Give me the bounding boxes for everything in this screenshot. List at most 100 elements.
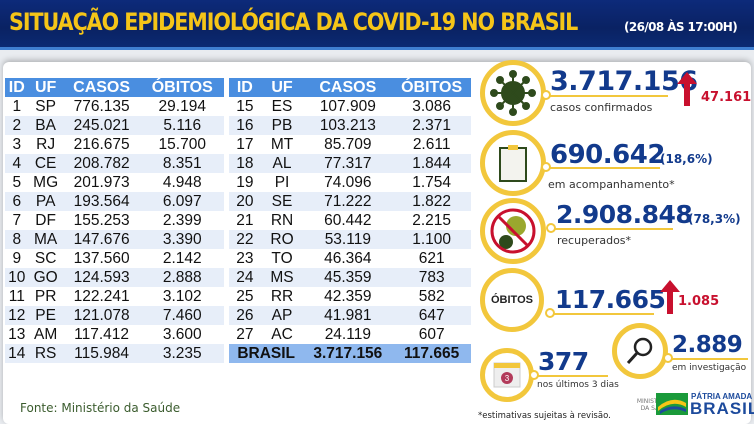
table-cell: 3.390 [140, 230, 224, 249]
total-deaths: 117.665 [392, 344, 471, 363]
table-cell: 29.194 [158, 98, 206, 115]
table-cell: MA [28, 230, 63, 249]
table-cell: 13 [8, 326, 26, 343]
table-cell: MG [33, 174, 59, 191]
investigation-label: em investigação [672, 363, 747, 373]
table-cell: 6.097 [140, 192, 224, 211]
table-cell: 216.675 [73, 136, 130, 153]
table-cell: 5.116 [140, 116, 224, 135]
table-cell: DF [35, 212, 56, 229]
magnifier-icon [612, 323, 668, 379]
calendar-icon: 3 [480, 348, 534, 402]
table-cell: PB [260, 116, 304, 135]
table-row: 9 SC 137.560 2.142 [5, 249, 224, 268]
table-row: 19 PI 74.096 1.754 [229, 173, 471, 192]
table-cell: 582 [418, 288, 445, 305]
table-row: 11 PR 122.241 3.102 [5, 287, 224, 306]
table-cell: 3.102 [162, 288, 202, 305]
table-row: 5 MG 201.973 4.948 [5, 173, 224, 192]
table-row: 20 SE 71.222 1.822 [229, 192, 471, 211]
table-header-row: ID UF CASOS ÓBITOS [229, 78, 471, 97]
table-cell: 5 [12, 174, 22, 191]
states-table-right: ID UF CASOS ÓBITOS 15 ES 107.909 3.086 16 PB 103.2… [229, 78, 471, 363]
slogan-top: PÁTRIA AMADA [691, 392, 753, 401]
table-row: 22 RO 53.119 1.100 [229, 230, 471, 249]
table-cell: 621 [418, 250, 445, 267]
page-title: SITUAÇÃO EPIDEMIOLÓGICA DA COVID-19 NO B… [9, 8, 578, 36]
table-cell: 117.412 [74, 326, 130, 343]
table-row: 4 CE 208.782 8.351 [5, 154, 224, 173]
table-row: 6 PA 193.564 6.097 [5, 192, 224, 211]
table-cell: 2.611 [412, 136, 451, 153]
table-cell: 46.364 [324, 250, 372, 267]
last-3-days-label: nos últimos 3 dias [537, 380, 619, 390]
table-cell: 1.822 [392, 192, 471, 211]
deaths-value: 117.665 [555, 285, 666, 314]
states-table-left: ID UF CASOS ÓBITOS 1 SP 776.135 29.194 2 BA 245.02… [5, 78, 224, 363]
no-virus-icon [480, 198, 546, 264]
table-cell: 4.948 [162, 174, 202, 191]
table-cell: MT [270, 136, 294, 153]
table-row: 18 AL 77.317 1.844 [229, 154, 471, 173]
slogan-main: BRASIL [690, 399, 754, 418]
table-cell: RN [270, 212, 294, 229]
table-cell: 2.399 [162, 212, 202, 229]
arrow-up-icon [660, 280, 680, 314]
table-cell: 22 [229, 230, 261, 249]
table-cell: 245.021 [62, 116, 141, 135]
table-cell: PE [28, 306, 63, 325]
table-cell: 1.844 [392, 154, 471, 173]
table-row: 26 AP 41.981 647 [229, 306, 471, 325]
column-header: UF [28, 78, 63, 97]
table-cell: RJ [36, 136, 56, 153]
estimates-note: *estimativas sujeitas à revisão. [478, 411, 611, 421]
table-cell: 201.973 [73, 174, 130, 191]
table-cell: 17 [236, 136, 254, 153]
table-row: 24 MS 45.359 783 [229, 268, 471, 287]
table-cell: 41.981 [303, 306, 393, 325]
table-row: 14 RS 115.984 3.235 [5, 344, 224, 363]
table-cell: MS [260, 268, 304, 287]
table-cell: 53.119 [303, 230, 393, 249]
table-cell: 20 [229, 192, 261, 211]
table-cell: 3.235 [140, 344, 224, 363]
table-cell: 3.600 [162, 326, 202, 343]
deaths-badge: ÓBITOS [480, 268, 544, 332]
table-cell: PA [28, 192, 63, 211]
table-cell: 11 [8, 288, 25, 305]
table-cell: RO [260, 230, 304, 249]
table-cell: RR [270, 288, 294, 305]
table-cell: 77.317 [303, 154, 393, 173]
table-cell: 15.700 [158, 136, 206, 153]
table-row: 16 PB 103.213 2.371 [229, 116, 471, 135]
table-row: 15 ES 107.909 3.086 [229, 97, 471, 116]
table-cell: 8.351 [140, 154, 224, 173]
table-cell: 71.222 [303, 192, 393, 211]
table-cell: SP [35, 98, 56, 115]
table-cell: 2.215 [412, 212, 452, 229]
table-cell: 14 [5, 344, 29, 363]
table-cell: 121.078 [62, 306, 141, 325]
arrow-up-icon [677, 72, 697, 106]
virus-icon [480, 60, 546, 126]
table-cell: 124.593 [62, 268, 141, 287]
table-header-row: ID UF CASOS ÓBITOS [5, 78, 224, 97]
svg-text:3: 3 [505, 374, 510, 383]
table-cell: AC [271, 326, 293, 343]
table-row: 27 AC 24.119 607 [229, 325, 471, 344]
table-cell: 783 [392, 268, 471, 287]
table-row: 2 BA 245.021 5.116 [5, 116, 224, 135]
column-header: CASOS [62, 78, 141, 97]
table-cell: 208.782 [62, 154, 141, 173]
table-cell: 2.371 [392, 116, 471, 135]
table-cell: 85.709 [324, 136, 372, 153]
table-cell: 26 [229, 306, 261, 325]
table-row: 21 RN 60.442 2.215 [229, 211, 471, 230]
table-cell: ES [271, 98, 293, 115]
clipboard-icon [480, 130, 546, 196]
total-label: BRASIL [229, 344, 304, 363]
table-cell: 15 [236, 98, 254, 115]
table-cell: RS [28, 344, 63, 363]
table-row: 3 RJ 216.675 15.700 [5, 135, 224, 154]
table-cell: 45.359 [303, 268, 393, 287]
